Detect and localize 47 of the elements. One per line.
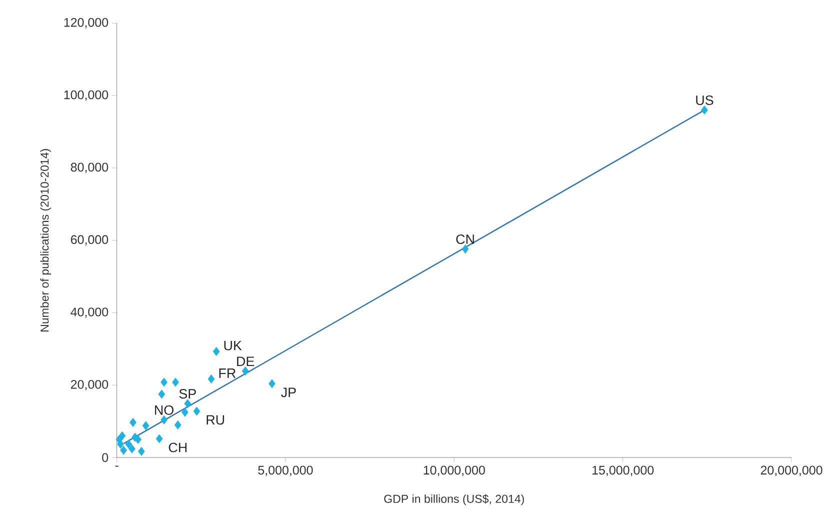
x-tick-label: 10,000,000 — [424, 466, 485, 476]
point — [242, 366, 249, 376]
y-tick-label: 20,000 — [70, 380, 108, 390]
annotation: CN — [456, 234, 474, 244]
y-tick-label: 100,000 — [64, 90, 108, 101]
annotation: CH — [168, 442, 187, 452]
point — [462, 244, 469, 254]
point — [116, 434, 123, 444]
y-tick-label: 120,000 — [64, 18, 108, 28]
point — [208, 374, 215, 384]
x-tick-label: 15,000,000 — [592, 466, 654, 476]
point — [174, 420, 182, 430]
point — [172, 378, 179, 387]
point — [130, 418, 136, 428]
point — [142, 421, 150, 430]
point — [212, 347, 220, 356]
point — [268, 379, 276, 388]
point — [701, 106, 708, 115]
point — [160, 415, 168, 424]
annotation: US — [696, 96, 714, 106]
point — [158, 390, 166, 399]
annotation: NO — [155, 405, 174, 415]
x-tick-label: 5,000,000 — [258, 466, 313, 476]
point — [184, 399, 192, 408]
x-axis-title: GDP in billions (US$, 2014) — [384, 494, 524, 506]
point — [193, 406, 200, 416]
point — [134, 434, 142, 444]
y-axis-title: Number of publications (2010-2014) — [40, 149, 51, 332]
point — [160, 378, 168, 387]
annotation: UK — [224, 340, 242, 350]
annotation: FR — [219, 368, 236, 378]
annotation: JP — [281, 388, 296, 398]
annotation: DE — [237, 356, 254, 366]
point — [182, 408, 188, 417]
annotation: RU — [206, 415, 224, 425]
x-tick-label: - — [115, 466, 118, 467]
point — [138, 446, 145, 456]
y-tick-label: 80,000 — [70, 162, 108, 174]
point — [128, 444, 136, 454]
point — [120, 446, 127, 455]
y-tick-label: 0 — [102, 453, 108, 462]
y-tick-label: 40,000 — [70, 308, 108, 318]
point — [125, 440, 132, 449]
y-tick-label: 60,000 — [70, 235, 108, 246]
x-tick-label: 20,000,000 — [760, 466, 822, 476]
annotation: SP — [179, 389, 196, 399]
point — [156, 434, 163, 444]
